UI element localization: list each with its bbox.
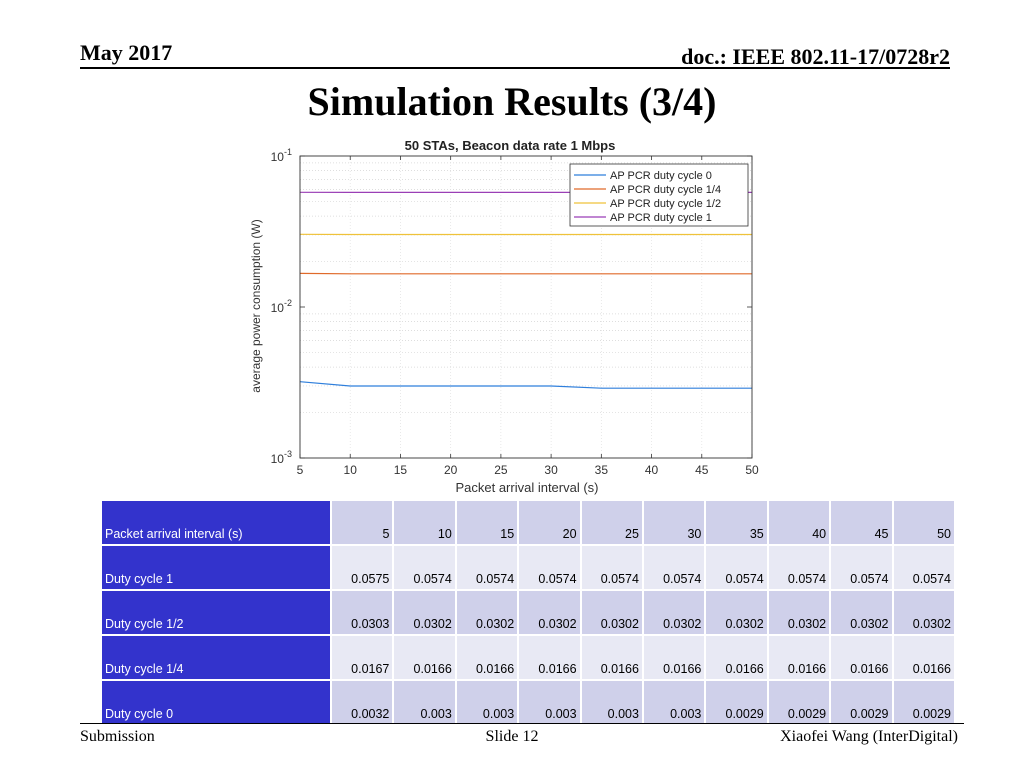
table-cell: 20: [519, 501, 580, 544]
y-tick-label: 10-3: [271, 449, 292, 466]
series-line: [299, 381, 752, 389]
table-cell: 0.0029: [831, 681, 892, 724]
table-cell: 0.0302: [893, 591, 954, 634]
header-date: May 2017: [80, 40, 173, 65]
y-tick-exponent: -2: [284, 298, 292, 308]
table-cell: 0.0302: [519, 591, 580, 634]
x-tick-label: 35: [595, 463, 609, 477]
y-tick-label: 10-2: [271, 298, 292, 315]
table-cell: 5: [332, 501, 393, 544]
table-cell: 50: [893, 501, 954, 544]
x-tick-label: 40: [645, 463, 659, 477]
table-cell: 0.003: [519, 681, 580, 724]
table-cell: 0.0574: [394, 546, 455, 589]
x-tick-label: 10: [344, 463, 358, 477]
row-label: Duty cycle 1/4: [102, 636, 330, 679]
table-cell: 25: [581, 501, 642, 544]
table-cell: 0.003: [394, 681, 455, 724]
table-row: Duty cycle 0 0.0032 0.003 0.003 0.003 0.003 0.…: [102, 681, 954, 724]
x-tick-label: 25: [494, 463, 508, 477]
footer-submission: Submission: [80, 728, 155, 745]
table-cell: 0.0166: [706, 636, 767, 679]
table-cell: 0.0167: [332, 636, 393, 679]
y-tick-base: 10: [271, 150, 285, 164]
table-cell: 0.0302: [706, 591, 767, 634]
table-row: Duty cycle 1/2 0.0303 0.0302 0.0302 0.0302 0.…: [102, 591, 954, 634]
table-cell: 0.0574: [519, 546, 580, 589]
slide-title: Simulation Results (3/4): [307, 79, 717, 124]
table-row: Packet arrival interval (s) 5 10 15 20 25 30 35…: [102, 501, 954, 544]
y-axis-label: average power consumption (W): [249, 219, 263, 392]
x-tick-label: 15: [394, 463, 408, 477]
header-doc-id: doc.: IEEE 802.11-17/0728r2: [681, 44, 950, 69]
table-cell: 0.0032: [332, 681, 393, 724]
x-tick-label: 5: [297, 463, 304, 477]
row-label: Duty cycle 1/2: [102, 591, 330, 634]
table-cell: 0.0029: [893, 681, 954, 724]
table-row: Duty cycle 1/4 0.0167 0.0166 0.0166 0.0166 0.…: [102, 636, 954, 679]
table-cell: 0.0302: [394, 591, 455, 634]
table-cell: 0.0302: [456, 591, 518, 634]
chart-container: 5 10 15 20 25 30 35 40 45 50 10-1 10-2 10-3 AP PCR du…: [240, 134, 780, 498]
table-cell: 0.003: [456, 681, 518, 724]
x-tick-label: 20: [444, 463, 458, 477]
footer-slide-number: Slide 12: [485, 728, 539, 745]
table-cell: 45: [831, 501, 892, 544]
table-cell: 0.0302: [581, 591, 642, 634]
table-cell: 0.0574: [706, 546, 767, 589]
table-cell: 0.0302: [643, 591, 705, 634]
table-cell: 0.003: [643, 681, 705, 724]
legend-entry: AP PCR duty cycle 1/4: [610, 184, 721, 196]
row-label: Packet arrival interval (s): [102, 501, 330, 544]
table-cell: 0.0166: [831, 636, 892, 679]
table-cell: 0.0166: [581, 636, 642, 679]
table-cell: 0.0166: [643, 636, 705, 679]
table-cell: 0.0166: [893, 636, 954, 679]
row-label: Duty cycle 0: [102, 681, 330, 724]
table-cell: 0.0574: [768, 546, 830, 589]
table-cell: 40: [768, 501, 830, 544]
table-cell: 30: [643, 501, 705, 544]
y-tick-exponent: -1: [284, 147, 292, 157]
table-cell: 0.0574: [643, 546, 705, 589]
table-cell: 0.0303: [332, 591, 393, 634]
legend-entry: AP PCR duty cycle 0: [610, 170, 712, 182]
y-tick-base: 10: [271, 452, 285, 466]
x-tick-label: 45: [695, 463, 709, 477]
header-divider: [80, 67, 950, 69]
legend-entry: AP PCR duty cycle 1: [610, 212, 712, 224]
table-cell: 0.0575: [332, 546, 393, 589]
table-cell: 0.0166: [519, 636, 580, 679]
table-cell: 0.0166: [394, 636, 455, 679]
table-cell: 0.0574: [893, 546, 954, 589]
table-cell: 0.0574: [831, 546, 892, 589]
x-axis-label: Packet arrival interval (s): [455, 480, 598, 495]
legend-entry: AP PCR duty cycle 1/2: [610, 198, 721, 210]
y-tick-label: 10-1: [271, 147, 292, 164]
table-cell: 15: [456, 501, 518, 544]
x-tick-label: 30: [544, 463, 558, 477]
table-cell: 0.0166: [768, 636, 830, 679]
table-row: Duty cycle 1 0.0575 0.0574 0.0574 0.0574 0.05…: [102, 546, 954, 589]
table-cell: 10: [394, 501, 455, 544]
table-cell: 35: [706, 501, 767, 544]
chart-title: 50 STAs, Beacon data rate 1 Mbps: [405, 138, 616, 153]
x-tick-label: 50: [745, 463, 759, 477]
footer-divider: [80, 723, 964, 724]
table-cell: 0.003: [581, 681, 642, 724]
table-cell: 0.0302: [768, 591, 830, 634]
table-cell: 0.0029: [768, 681, 830, 724]
table-cell: 0.0574: [581, 546, 642, 589]
table-cell: 0.0302: [831, 591, 892, 634]
y-tick-base: 10: [271, 301, 285, 315]
results-table: Packet arrival interval (s) 5 10 15 20 25 30 35…: [100, 499, 956, 726]
legend-box: [569, 163, 749, 227]
table-cell: 0.0029: [706, 681, 767, 724]
row-label: Duty cycle 1: [102, 546, 330, 589]
y-tick-exponent: -3: [284, 449, 292, 459]
table-cell: 0.0166: [456, 636, 518, 679]
footer-author: Xiaofei Wang (InterDigital): [780, 728, 958, 745]
table-cell: 0.0574: [456, 546, 518, 589]
